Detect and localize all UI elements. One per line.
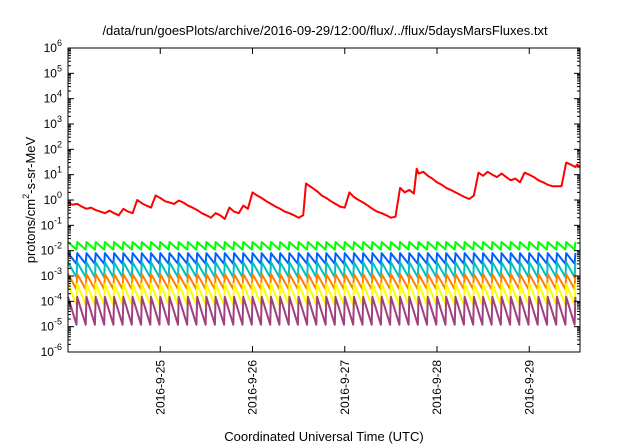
x-axis-label: Coordinated Universal Time (UTC) [224, 429, 423, 444]
x-tick-label: 2016-9-29 [522, 360, 536, 415]
y-tick-label: 106 [44, 38, 62, 55]
y-tick-label: 100 [44, 190, 62, 207]
y-axis-label-main: protons/cm [23, 199, 38, 263]
x-tick-label: 2016-9-27 [338, 360, 352, 415]
y-tick-label: 10-2 [41, 241, 62, 258]
series-line-3 [67, 261, 577, 279]
y-tick-label: 10-5 [41, 317, 62, 334]
y-tick-label: 10-4 [41, 291, 62, 308]
series-line-0 [67, 161, 581, 220]
x-tick-label: 2016-9-26 [246, 360, 260, 415]
series-line-1 [67, 241, 577, 251]
x-tick-label: 2016-9-28 [430, 360, 444, 415]
y-tick-label: 10-1 [41, 215, 62, 232]
y-tick-label: 101 [44, 165, 62, 182]
y-axis-label: protons/cm2-s-sr-MeV [21, 136, 38, 263]
y-tick-label: 10-6 [41, 342, 62, 359]
y-axis: 10-6 10-5 10-4 10-3 10-2 10-1 100 101 102 103 104 1… [41, 38, 580, 359]
series-layer [67, 161, 581, 326]
chart-title: /data/run/goesPlots/archive/2016-09-29/1… [102, 23, 548, 38]
y-axis-label-tail: -s-sr-MeV [23, 136, 38, 193]
series-line-2 [67, 252, 577, 265]
y-tick-label: 105 [44, 63, 62, 80]
y-tick-label: 103 [44, 114, 62, 131]
y-axis-label-sup: 2 [21, 194, 31, 199]
series-line-6 [67, 295, 577, 326]
y-tick-label: 10-3 [41, 266, 62, 283]
x-axis: 2016-9-25 2016-9-26 2016-9-27 2016-9-28 2016… [153, 48, 536, 415]
y-tick-label: 104 [44, 89, 62, 106]
y-tick-label: 102 [44, 139, 62, 156]
x-tick-label: 2016-9-25 [153, 360, 167, 415]
